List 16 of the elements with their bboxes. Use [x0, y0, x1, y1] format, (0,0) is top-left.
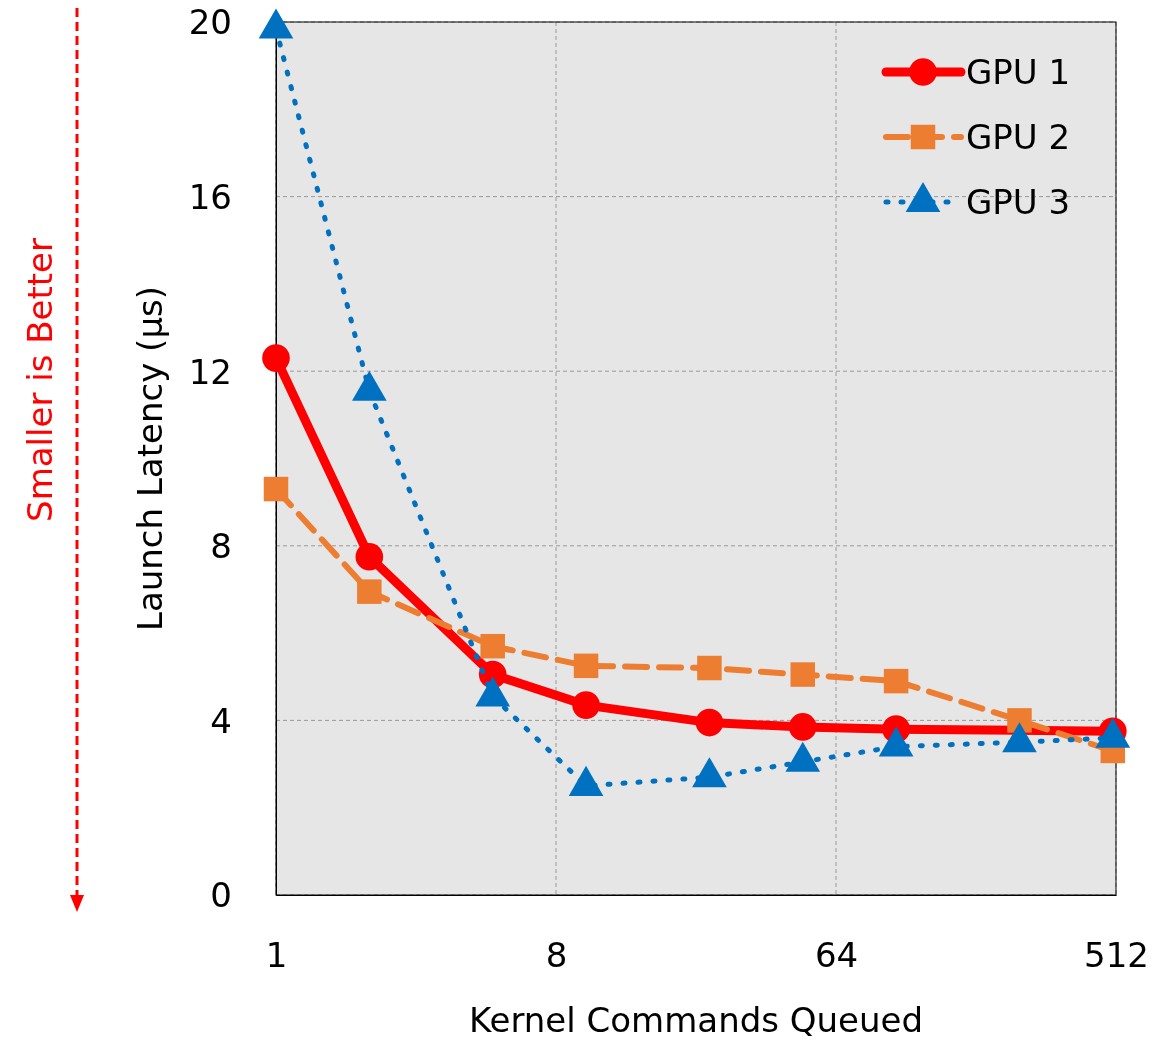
legend-label: GPU 3 [966, 181, 1071, 222]
y-tick-label: 20 [188, 2, 232, 43]
x-tick-label: 1 [265, 935, 288, 976]
y-tick-label: 0 [210, 875, 232, 916]
text: Smaller is Better [20, 238, 60, 522]
y-axis-title: Launch Latency (µs) [130, 286, 170, 631]
legend-label: GPU 2 [966, 116, 1071, 157]
y-tick-label: 16 [188, 177, 232, 217]
y-tick-label: 12 [188, 351, 232, 392]
y-tick-label: 8 [210, 526, 232, 567]
legend-label: GPU 1 [966, 51, 1071, 92]
x-tick-label: 512 [1084, 935, 1149, 976]
x-tick-label: 8 [545, 935, 568, 976]
x-tick-label: 64 [814, 935, 859, 976]
x-axis-title: Kernel Commands Queued [468, 1000, 924, 1040]
y-tick-label: 4 [210, 700, 232, 741]
